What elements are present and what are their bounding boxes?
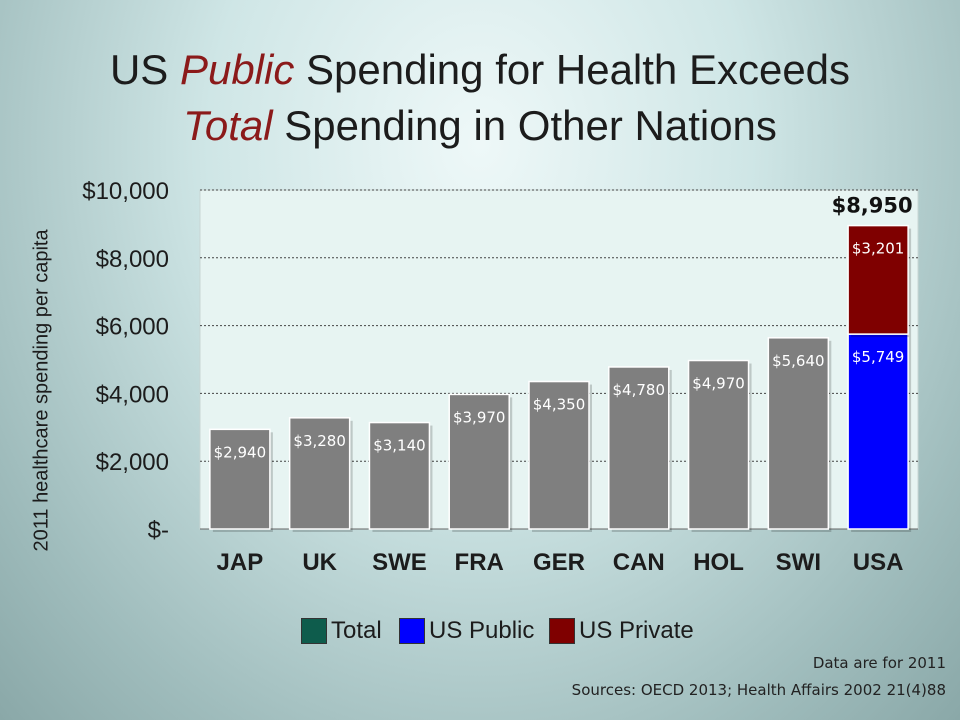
x-tick-label: GER	[533, 549, 585, 576]
bar-total-fra	[448, 393, 510, 530]
x-tick-label: CAN	[613, 549, 665, 576]
data-label: $2,940	[214, 443, 267, 461]
data-label: $4,780	[613, 381, 666, 399]
bar-total-uk	[288, 417, 351, 530]
bar-total-jap	[209, 428, 271, 530]
y-tick-label: $2,000	[96, 449, 169, 476]
x-tick-label: UK	[302, 549, 337, 576]
bar-total-hol	[687, 359, 750, 530]
data-label: $3,280	[293, 432, 346, 450]
y-tick-label: $-	[148, 517, 169, 544]
data-label: $5,749	[852, 348, 905, 366]
data-label: $3,140	[373, 437, 426, 455]
data-label: $5,640	[772, 352, 825, 370]
legend-label-us-private: US Private	[579, 617, 694, 644]
sources-note: Sources: OECD 2013; Health Affairs 2002 …	[571, 681, 946, 699]
bar-us-public-usa	[847, 333, 909, 530]
data-label: $4,350	[533, 396, 586, 414]
bar-total-can	[608, 366, 670, 530]
legend-label-us-public: US Public	[429, 617, 535, 644]
chart-title: US Public Spending for Health Exceeds To…	[0, 42, 960, 154]
title-text: Spending in Other Nations	[272, 102, 777, 149]
x-tick-label: HOL	[693, 549, 744, 576]
legend-label-total: Total	[331, 617, 382, 644]
total-annotation: $8,950	[832, 194, 913, 218]
x-tick-label: FRA	[455, 549, 504, 576]
bar-us-private-usa	[847, 224, 909, 335]
data-label: $3,970	[453, 408, 506, 426]
title-text: Spending for Health Exceeds	[294, 46, 851, 93]
x-tick-label: SWI	[776, 549, 821, 576]
bar-total-swi	[767, 337, 830, 530]
title-text: US	[109, 46, 180, 93]
data-year-note: Data are for 2011	[812, 654, 946, 672]
y-axis-label: 2011 healthcare spending per capita	[30, 229, 53, 552]
legend-swatch-total	[301, 618, 327, 644]
y-tick-label: $6,000	[96, 314, 169, 341]
data-label: $4,970	[692, 375, 745, 393]
title-emphasis-total: Total	[183, 102, 273, 149]
legend-item-us-public: US Public	[399, 617, 535, 644]
legend-swatch-us-private	[549, 618, 575, 644]
legend-swatch-us-public	[399, 618, 425, 644]
bar-total-ger	[528, 380, 590, 530]
bar-total-swe	[368, 421, 431, 530]
y-tick-label: $4,000	[96, 381, 169, 408]
x-tick-label: USA	[853, 549, 904, 576]
y-tick-label: $10,000	[82, 178, 169, 205]
x-tick-label: SWE	[372, 549, 427, 576]
legend-item-total: Total	[301, 617, 382, 644]
x-tick-label: JAP	[217, 549, 264, 576]
title-emphasis-public: Public	[179, 46, 295, 93]
legend-item-us-private: US Private	[549, 617, 694, 644]
title-line-1: US Public Spending for Health Exceeds	[0, 42, 960, 98]
data-label: $3,201	[852, 240, 905, 258]
y-tick-label: $8,000	[96, 246, 169, 273]
title-line-2: Total Spending in Other Nations	[0, 98, 960, 154]
